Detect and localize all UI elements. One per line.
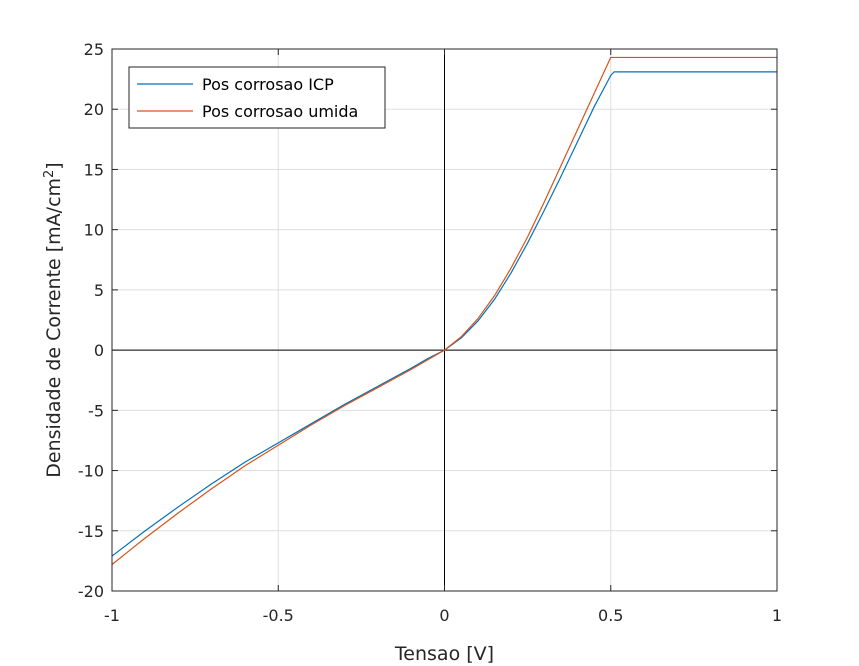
x-tick-label-3: 0.5 — [598, 606, 623, 625]
series-line-0 — [111, 71, 777, 557]
legend-label-0: Pos corrosao ICP — [202, 75, 334, 94]
x-tick-label-4: 1 — [772, 606, 782, 625]
legend-box — [128, 66, 386, 129]
x-axis: -1 -0.5 0 0.5 1 — [104, 49, 782, 625]
x-tick-label-0: -1 — [104, 606, 120, 625]
y-axis-label: Densidade de Corrente [mA/cm2] — [42, 162, 66, 477]
y-tick-label-7: 15 — [84, 160, 104, 179]
series-layer — [111, 56, 777, 565]
x-tick-label-2: 0 — [439, 606, 449, 625]
y-tick-label-4: 0 — [94, 341, 104, 360]
series-line-1 — [111, 56, 777, 565]
legend: Pos corrosao ICP Pos corrosao umida — [128, 66, 386, 129]
y-tick-label-1: -15 — [78, 522, 104, 541]
y-tick-label-5: 5 — [94, 281, 104, 300]
legend-label-1: Pos corrosao umida — [202, 102, 358, 121]
y-tick-label-0: -20 — [78, 582, 104, 601]
y-axis-label-end: ] — [43, 162, 65, 169]
y-tick-label-8: 20 — [84, 100, 104, 119]
y-axis-label-main: Densidade de Corrente [mA/cm — [43, 178, 65, 478]
y-tick-label-9: 25 — [84, 40, 104, 59]
x-axis-label: Tensao [V] — [394, 643, 494, 665]
y-axis-label-superscript: 2 — [42, 170, 57, 178]
y-tick-label-6: 10 — [84, 221, 104, 240]
y-tick-label-3: -5 — [88, 401, 104, 420]
y-axis: -20 -15 -10 -5 0 5 10 15 20 25 — [78, 40, 777, 601]
x-tick-label-1: -0.5 — [263, 606, 294, 625]
y-tick-label-2: -10 — [78, 462, 104, 481]
